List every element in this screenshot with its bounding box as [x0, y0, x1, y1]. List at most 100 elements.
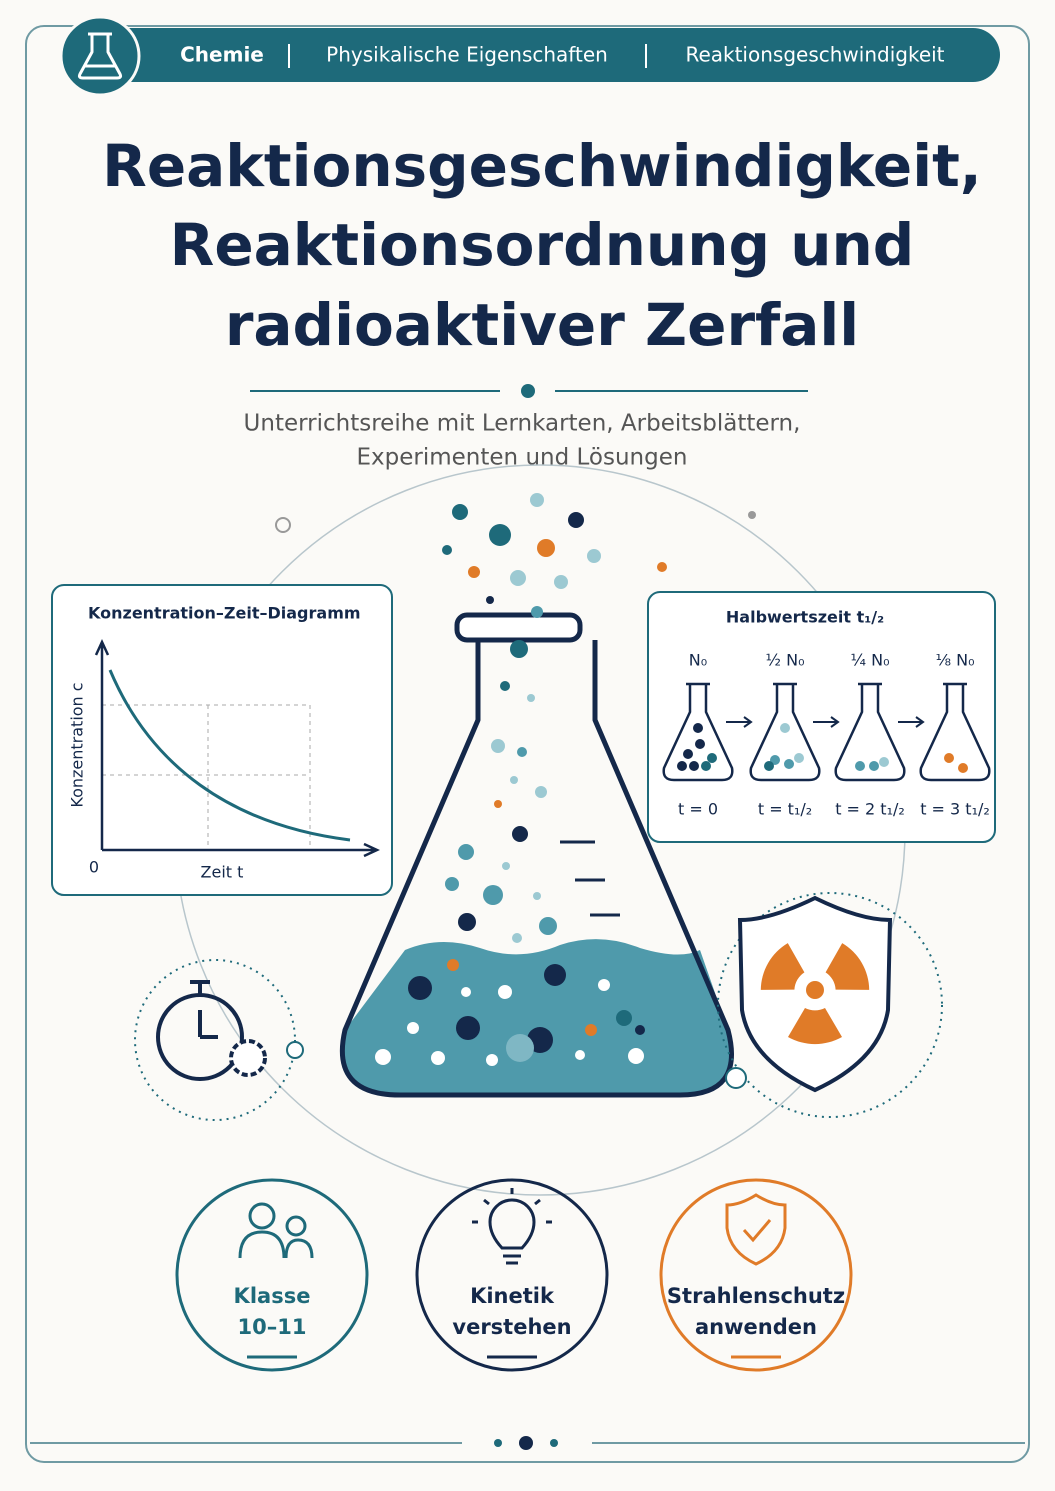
particle — [587, 549, 601, 563]
particle — [375, 1049, 391, 1065]
connector — [286, 1041, 304, 1059]
stage-arrow — [813, 716, 840, 728]
particle — [693, 723, 703, 733]
stopwatch-ring — [134, 959, 296, 1121]
decor-dot — [748, 511, 756, 519]
particle — [491, 739, 505, 753]
shield-check-icon — [725, 1193, 787, 1266]
footer-dot — [519, 1436, 533, 1450]
badge-text: verstehen — [452, 1315, 571, 1339]
particle — [539, 917, 557, 935]
particle — [486, 1054, 498, 1066]
particle — [483, 885, 503, 905]
x-axis-label: Zeit t — [201, 863, 244, 882]
particle — [575, 1050, 585, 1060]
particle — [447, 959, 459, 971]
particle — [628, 1048, 644, 1064]
shield-ring — [717, 892, 943, 1118]
flask-icon — [77, 32, 123, 80]
particles — [375, 493, 645, 1066]
concentration-panel — [51, 584, 393, 896]
particle — [635, 1025, 645, 1035]
particle — [510, 570, 526, 586]
badge-text: Kinetik — [470, 1284, 555, 1308]
particle — [431, 1051, 445, 1065]
subtitle-line: Unterrichtsreihe mit Lernkarten, Arbeits… — [244, 411, 801, 437]
origin-label: 0 — [89, 858, 99, 877]
particle — [510, 776, 518, 784]
particle — [512, 933, 522, 943]
stage-amount: ⅛ N₀ — [936, 651, 975, 670]
particle — [695, 739, 705, 749]
particle — [701, 761, 711, 771]
particle — [568, 512, 584, 528]
gear — [229, 1039, 267, 1077]
particle — [486, 596, 494, 604]
footer-dot — [494, 1439, 502, 1447]
breadcrumb: Reaktionsgeschwindigkeit — [685, 43, 944, 67]
flask-rim — [454, 612, 583, 643]
particle — [445, 877, 459, 891]
small-flask — [919, 682, 991, 782]
particle — [502, 862, 510, 870]
stage-amount: ½ N₀ — [766, 651, 805, 670]
particle — [544, 964, 566, 986]
particle — [500, 681, 510, 691]
divider-dot — [521, 384, 535, 398]
particle — [689, 761, 699, 771]
title-line: radioaktiver Zerfall — [225, 291, 859, 359]
radiation-symbol — [760, 943, 870, 1045]
badge-text: Klasse — [234, 1284, 311, 1308]
axes — [94, 639, 380, 858]
particle — [533, 892, 541, 900]
frame — [25, 25, 1030, 1463]
particle — [498, 985, 512, 999]
decor-dot — [657, 562, 667, 572]
particle — [512, 826, 528, 842]
small-flask — [834, 682, 906, 782]
particle — [598, 979, 610, 991]
grid — [102, 704, 311, 850]
footer-dot — [550, 1439, 558, 1447]
particle — [442, 545, 452, 555]
breadcrumb: Physikalische Eigenschaften — [326, 43, 608, 67]
stages: N₀ t = 0 ½ N₀ t = t₁/₂ ¼ N₀ t = 2 t₁/₂ ⅛ N₀ t =… — [662, 651, 991, 819]
header-bar — [100, 28, 1000, 82]
y-axis-label: Konzentration c — [68, 682, 87, 807]
stage-time: t = t₁/₂ — [758, 800, 812, 819]
stopwatch-hands — [190, 980, 218, 1039]
particle — [452, 504, 468, 520]
bulb-icon — [472, 1188, 552, 1265]
stage-time: t = 0 — [678, 800, 718, 819]
particle — [458, 844, 474, 860]
particle — [527, 694, 535, 702]
particle — [958, 763, 968, 773]
breadcrumb: Chemie — [180, 43, 264, 67]
particle — [764, 761, 774, 771]
stage-amount: ¼ N₀ — [851, 651, 890, 670]
particle — [784, 759, 794, 769]
particle — [458, 913, 476, 931]
particle — [456, 1016, 480, 1040]
particle — [616, 1010, 632, 1026]
particle — [510, 640, 528, 658]
particle — [585, 1024, 597, 1036]
particle — [855, 761, 865, 771]
stage-time: t = 3 t₁/₂ — [920, 800, 990, 819]
liquid — [342, 939, 732, 1095]
particle — [489, 524, 511, 546]
stage-time: t = 2 t₁/₂ — [835, 800, 905, 819]
particle — [677, 761, 687, 771]
header-icon — [59, 15, 141, 97]
flask — [339, 640, 734, 1098]
panel-title: Konzentration–Zeit–Diagramm — [88, 604, 361, 623]
particle — [506, 1034, 534, 1062]
panel-title: Halbwertszeit t₁/₂ — [726, 608, 884, 627]
particle — [537, 539, 555, 557]
title-line: Reaktionsgeschwindigkeit, — [102, 132, 982, 200]
particle — [683, 749, 693, 759]
particle — [780, 723, 790, 733]
particle — [707, 753, 717, 763]
particle — [461, 987, 471, 997]
particle — [408, 976, 432, 1000]
